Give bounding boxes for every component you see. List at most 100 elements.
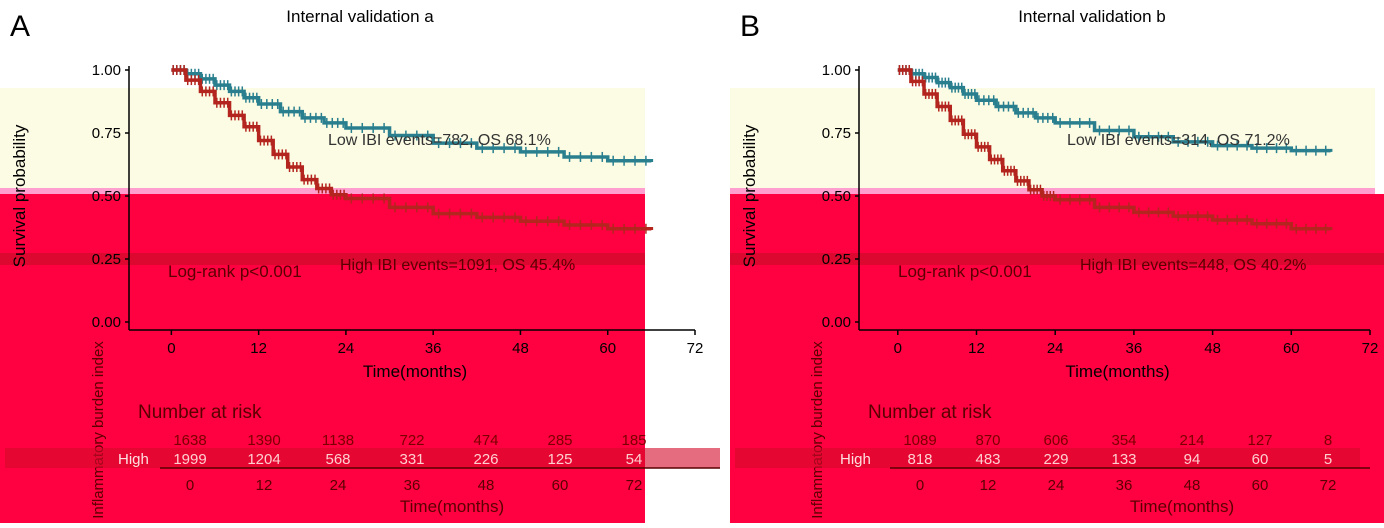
annotation-logrank: Log-rank p<0.001: [168, 262, 302, 281]
risk-row-band: [5, 448, 720, 468]
risk-x-tick-label: 0: [916, 477, 924, 494]
risk-x-axis-label: Time(months): [400, 497, 504, 516]
risk-high-cell: 133: [1111, 451, 1136, 468]
risk-high-cell: 226: [473, 451, 498, 468]
risk-x-tick-label: 12: [256, 477, 273, 494]
risk-low-cell: 8: [1324, 432, 1332, 449]
risk-high-label: High: [840, 451, 871, 468]
x-tick-label: 12: [968, 340, 985, 357]
risk-high-cell: 1204: [247, 451, 280, 468]
risk-low-cell: 606: [1043, 432, 1068, 449]
y-tick-label: 0.50: [822, 188, 851, 205]
risk-x-tick-label: 24: [1048, 477, 1065, 494]
band-red-dark: [0, 253, 645, 265]
risk-table-title: Number at risk: [868, 402, 992, 423]
risk-low-cell: 214: [1179, 432, 1204, 449]
risk-table-ylabel: Inflammatory burden index: [90, 341, 107, 519]
risk-high-cell: 54: [626, 451, 643, 468]
panel-a: Survival probability 0.00 0.25 0.50 0.75 1.00…: [0, 62, 720, 523]
risk-high-cell: 125: [547, 451, 572, 468]
risk-high-cell: 94: [1184, 451, 1201, 468]
y-tick-label: 0.50: [92, 188, 121, 205]
x-tick-label: 48: [1204, 340, 1221, 357]
series-low-curve: [897, 68, 1333, 153]
series-low-curve: [171, 68, 654, 163]
risk-high-cell: 483: [975, 451, 1000, 468]
risk-low-cell: 354: [1111, 432, 1136, 449]
risk-high-cell: 331: [399, 451, 424, 468]
x-axis-label: Time(months): [363, 362, 467, 381]
risk-high-cell: 5: [1324, 451, 1332, 468]
risk-high-cell: 229: [1043, 451, 1068, 468]
panel-a-title: Internal validation a: [286, 7, 434, 26]
y-tick-label: 0.00: [92, 314, 121, 331]
risk-low-cell: 1138: [322, 432, 354, 449]
risk-x-tick-label: 60: [1252, 477, 1269, 494]
risk-high-cell: 1999: [173, 451, 206, 468]
risk-x-tick-label: 48: [478, 477, 495, 494]
risk-low-cell: 185: [621, 432, 646, 449]
risk-x-tick-label: 72: [626, 477, 643, 494]
risk-high-label: High: [118, 451, 149, 468]
x-tick-label: 72: [1362, 340, 1379, 357]
x-tick-label: 24: [338, 340, 355, 357]
x-tick-label: 72: [687, 340, 704, 357]
risk-x-tick-label: 36: [1116, 477, 1133, 494]
x-tick-label: 24: [1047, 340, 1064, 357]
risk-x-tick-label: 12: [980, 477, 997, 494]
band-red-dark: [730, 253, 1384, 265]
risk-row-band: [735, 448, 1360, 468]
risk-x-axis-label: Time(months): [1130, 497, 1234, 516]
band-pink-line: [730, 188, 1375, 194]
risk-table-title: Number at risk: [138, 402, 262, 423]
y-tick-label: 0.25: [92, 251, 121, 268]
x-tick-label: 48: [512, 340, 529, 357]
risk-high-cell: 60: [1252, 451, 1269, 468]
risk-high-cell: 568: [325, 451, 350, 468]
risk-x-tick-label: 24: [330, 477, 347, 494]
risk-low-cell: 1089: [903, 432, 936, 449]
risk-x-tick-label: 72: [1320, 477, 1337, 494]
risk-high-cell: 818: [907, 451, 932, 468]
risk-table-ylabel: Inflammatory burden index: [809, 341, 826, 519]
x-axis-label: Time(months): [1065, 362, 1169, 381]
risk-low-cell: 474: [473, 432, 498, 449]
x-tick-label: 36: [1126, 340, 1143, 357]
band-yellow: [730, 88, 1375, 188]
y-tick-label: 0.25: [822, 251, 851, 268]
risk-low-cell: 1638: [173, 432, 206, 449]
panel-b-letter: B: [740, 10, 760, 43]
risk-x-tick-label: 36: [404, 477, 421, 494]
risk-low-cell: 1390: [247, 432, 280, 449]
risk-low-cell: 722: [399, 432, 424, 449]
x-tick-label: 60: [599, 340, 616, 357]
annotation-low: Low IBI events=782, OS 68.1%: [328, 132, 551, 149]
y-axis-label: Survival probability: [740, 124, 759, 267]
band-yellow: [0, 88, 645, 188]
y-tick-label: 1.00: [822, 62, 851, 79]
risk-x-tick-label: 60: [552, 477, 569, 494]
x-tick-label: 60: [1283, 340, 1300, 357]
x-tick-label: 12: [250, 340, 267, 357]
x-tick-label: 0: [894, 340, 902, 357]
risk-x-tick-label: 48: [1184, 477, 1201, 494]
y-tick-label: 0.75: [92, 125, 121, 142]
y-axis-label: Survival probability: [10, 124, 29, 267]
risk-low-cell: 285: [547, 432, 572, 449]
y-tick-label: 0.75: [822, 125, 851, 142]
panel-b: Survival probability 0.00 0.25 0.50 0.75 1.00…: [730, 62, 1384, 523]
panel-b-title: Internal validation b: [1018, 7, 1165, 26]
annotation-high: High IBI events=1091, OS 45.4%: [340, 257, 575, 274]
risk-x-tick-label: 0: [186, 477, 194, 494]
y-tick-label: 0.00: [822, 314, 851, 331]
panel-a-letter: A: [10, 10, 30, 43]
risk-low-cell: 127: [1247, 432, 1272, 449]
annotation-low: Low IBI events=314, OS 71.2%: [1067, 132, 1290, 149]
x-tick-label: 0: [167, 340, 175, 357]
y-tick-label: 1.00: [92, 62, 121, 79]
band-red: [730, 194, 1384, 523]
annotation-high: High IBI events=448, OS 40.2%: [1080, 257, 1306, 274]
risk-low-cell: 870: [975, 432, 1000, 449]
